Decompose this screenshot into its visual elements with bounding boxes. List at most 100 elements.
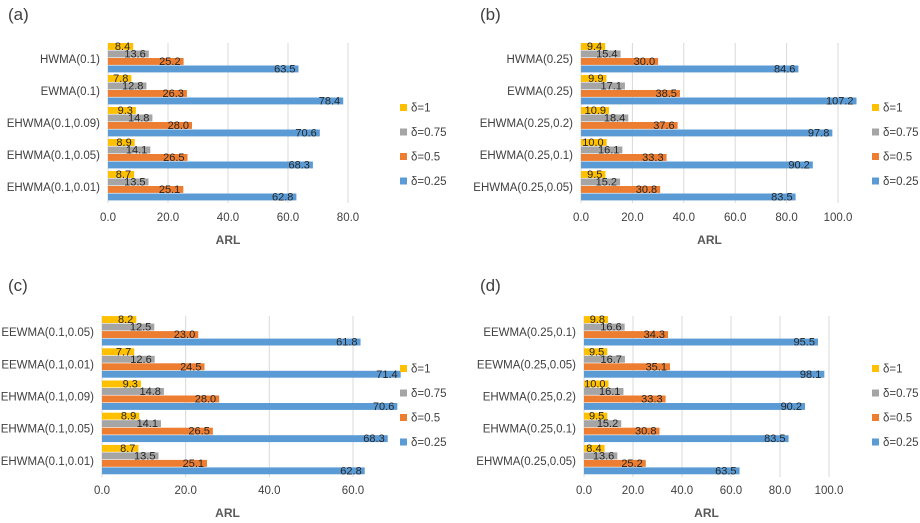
legend-swatch xyxy=(400,177,407,185)
bar xyxy=(102,370,401,378)
bar xyxy=(108,154,188,161)
legend-swatch xyxy=(872,365,879,372)
bar xyxy=(102,459,208,467)
bar xyxy=(584,388,624,395)
data-label: 9.8 xyxy=(590,314,605,326)
category-label: EEWMA(0.1,0.05) xyxy=(1,327,94,339)
bar xyxy=(584,444,605,452)
bar xyxy=(581,186,661,193)
legend-swatch xyxy=(872,438,879,446)
category-label: EHWMA(0.25,0.2) xyxy=(480,118,573,130)
x-tick-label: 100.0 xyxy=(824,212,853,224)
data-label: 62.8 xyxy=(272,192,293,204)
bar xyxy=(102,452,159,460)
data-label: 9.3 xyxy=(118,105,133,117)
data-label: 13.6 xyxy=(124,49,145,61)
category-label: EEWMA(0.1,0.01) xyxy=(1,359,94,371)
data-label: 14.1 xyxy=(126,145,147,157)
data-label: 30.8 xyxy=(635,426,656,438)
bar xyxy=(584,380,609,388)
legend-label: δ=0.5 xyxy=(883,152,912,164)
bar xyxy=(108,178,149,186)
data-label: 107.2 xyxy=(826,96,854,108)
category-label: EHWMA(0.1,0.01) xyxy=(1,456,94,468)
category-label: EHWMA(0.25,0.1) xyxy=(483,424,576,436)
legend-swatch xyxy=(400,414,407,421)
bar xyxy=(581,90,680,97)
data-label: 17.1 xyxy=(601,81,622,93)
legend-swatch xyxy=(400,365,407,372)
data-label: 97.8 xyxy=(808,128,829,140)
x-tick-label: 80.0 xyxy=(775,212,797,224)
data-label: 13.5 xyxy=(124,177,145,189)
bar xyxy=(102,427,213,435)
category-label: EHWMA(0.25,0.1) xyxy=(480,150,573,162)
bar xyxy=(581,146,623,154)
data-label: 25.2 xyxy=(621,458,642,470)
data-label: 12.8 xyxy=(122,81,143,93)
data-label: 68.3 xyxy=(288,160,309,172)
data-label: 16.6 xyxy=(600,322,621,334)
data-label: 25.1 xyxy=(159,184,180,196)
x-tick-label: 20.0 xyxy=(174,485,196,497)
x-tick-label: 40.0 xyxy=(671,485,693,497)
bar xyxy=(581,43,606,50)
data-label: 30.8 xyxy=(636,184,657,196)
bar xyxy=(584,316,609,323)
bar xyxy=(584,452,618,460)
legend-label: δ=0.75 xyxy=(883,127,919,139)
bar xyxy=(584,420,622,428)
bar xyxy=(102,348,135,356)
data-label: 62.8 xyxy=(340,465,361,477)
legend-label: δ=0.25 xyxy=(883,176,919,188)
bar xyxy=(584,331,669,338)
legend-swatch xyxy=(400,438,407,446)
legend-label: δ=1 xyxy=(411,103,431,115)
x-tick-label: 40.0 xyxy=(258,485,280,497)
data-label: 8.9 xyxy=(121,411,136,423)
bar xyxy=(581,97,857,105)
bar xyxy=(581,65,799,73)
data-label: 25.1 xyxy=(183,458,204,470)
data-label: 8.4 xyxy=(586,443,601,455)
legend: δ=1 δ=0.75 δ=0.5 δ=0.25 xyxy=(872,364,919,449)
data-label: 10.0 xyxy=(582,137,603,149)
x-tick-label: 40.0 xyxy=(217,212,239,224)
bar xyxy=(581,193,796,201)
data-label: 8.4 xyxy=(115,41,130,53)
legend-label: δ=0.5 xyxy=(883,413,912,425)
category-label: HWMA(0.1) xyxy=(40,54,100,66)
data-label: 90.2 xyxy=(781,401,802,413)
legend-swatch xyxy=(400,128,407,136)
x-axis-title: ARL xyxy=(697,233,722,247)
data-label: 10.9 xyxy=(585,105,606,117)
data-label: 28.0 xyxy=(195,394,216,406)
legend-swatch xyxy=(872,128,879,136)
data-label: 16.7 xyxy=(600,354,621,366)
data-label: 14.8 xyxy=(139,386,160,398)
bar xyxy=(108,43,134,50)
legend-label: δ=0.75 xyxy=(883,388,919,400)
x-tick-label: 40.0 xyxy=(673,212,695,224)
bar xyxy=(584,412,608,420)
data-label: 95.5 xyxy=(794,337,815,349)
bar xyxy=(102,323,155,331)
data-label: 10.0 xyxy=(584,379,605,391)
data-label: 70.6 xyxy=(295,128,316,140)
chart-panel-a: (a)0.0 20.0 40.0 60.0 80.0ARLHWMA(0.1)8.413.… xyxy=(7,5,447,247)
legend-swatch xyxy=(400,104,407,111)
legend-label: δ=0.5 xyxy=(411,413,440,425)
data-label: 68.3 xyxy=(363,433,384,445)
bar xyxy=(584,467,740,475)
data-label: 24.5 xyxy=(180,361,201,373)
chart-panel-d: (d) 0.0 20.0 40.0 60.0 80.0 100.0 ARL EEWMA(0.25… xyxy=(476,276,918,520)
data-label: 25.2 xyxy=(159,56,180,68)
category-label: EEWMA(0.25,0.1) xyxy=(483,327,576,339)
data-label: 8.7 xyxy=(120,443,135,455)
bar xyxy=(102,467,365,475)
legend-swatch xyxy=(872,414,879,421)
legend-label: δ=1 xyxy=(883,364,903,376)
x-tick-label: 0.0 xyxy=(94,485,110,497)
data-label: 7.7 xyxy=(116,346,131,358)
